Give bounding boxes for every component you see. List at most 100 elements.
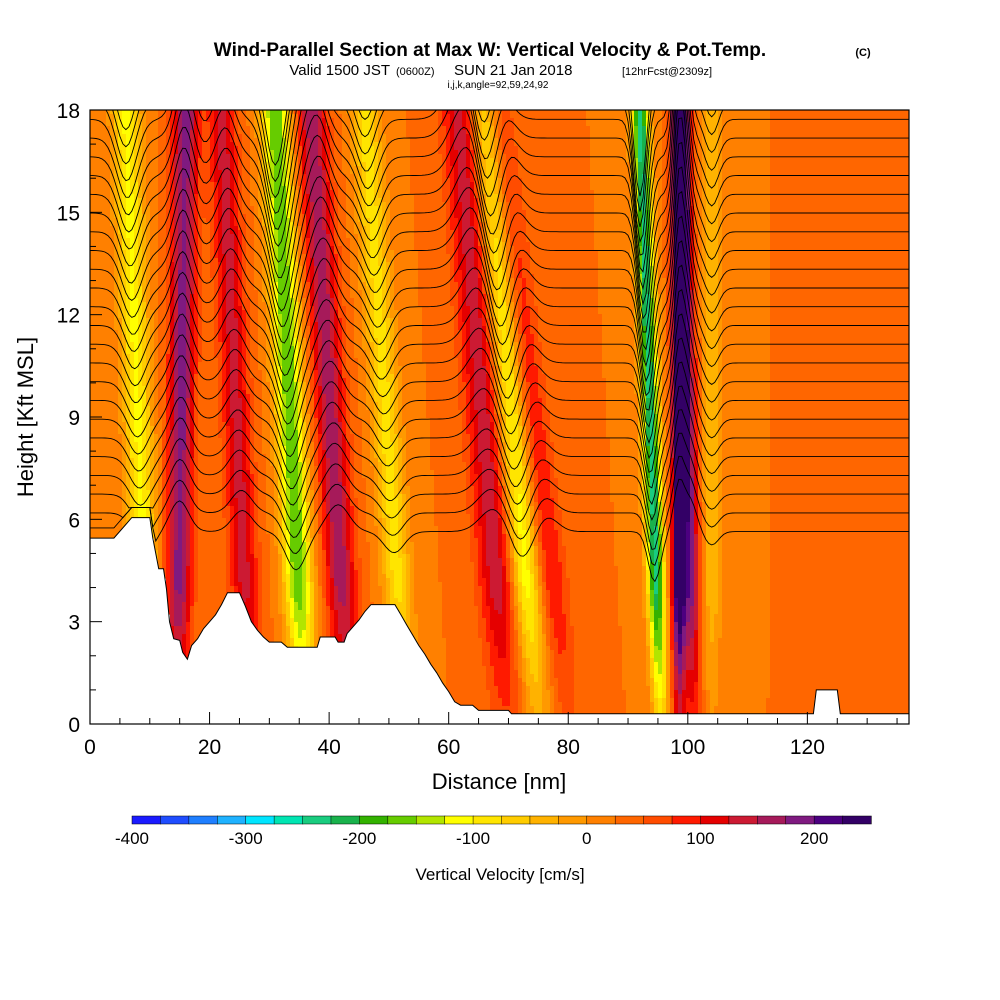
velocity-cell	[94, 486, 99, 491]
velocity-cell	[126, 478, 131, 483]
velocity-cell	[98, 390, 103, 395]
velocity-cell	[94, 414, 99, 419]
velocity-cell	[110, 198, 115, 203]
velocity-cell	[122, 490, 127, 495]
velocity-cell	[90, 274, 95, 279]
velocity-cell	[102, 290, 107, 295]
velocity-cell	[94, 238, 99, 243]
velocity-cell	[106, 450, 111, 455]
velocity-cell	[90, 494, 95, 499]
velocity-cell	[94, 294, 99, 299]
velocity-cell	[90, 530, 95, 535]
velocity-cell	[94, 482, 99, 487]
velocity-cell	[130, 286, 135, 291]
velocity-cell	[90, 114, 95, 119]
velocity-cell	[110, 298, 115, 303]
velocity-cell	[102, 302, 107, 307]
velocity-cell	[90, 446, 95, 451]
velocity-cell	[110, 478, 115, 483]
velocity-cell	[134, 166, 139, 171]
velocity-cell	[114, 358, 119, 363]
velocity-cell	[126, 498, 131, 503]
velocity-cell	[106, 402, 111, 407]
velocity-cell	[102, 402, 107, 407]
velocity-cell	[110, 530, 115, 535]
velocity-cell	[102, 130, 107, 135]
velocity-cell	[122, 230, 127, 235]
velocity-cell	[102, 478, 107, 483]
velocity-cell	[106, 318, 111, 323]
velocity-cell	[90, 162, 95, 167]
velocity-cell	[94, 186, 99, 191]
velocity-cell	[134, 462, 139, 467]
velocity-cell	[126, 254, 131, 259]
velocity-cell	[102, 254, 107, 259]
velocity-cell	[126, 198, 131, 203]
velocity-cell	[98, 498, 103, 503]
velocity-cell	[106, 462, 111, 467]
velocity-cell	[94, 370, 99, 375]
velocity-cell	[90, 370, 95, 375]
velocity-cell	[90, 394, 95, 399]
velocity-cell	[90, 466, 95, 471]
velocity-cell	[134, 410, 139, 415]
velocity-cell	[106, 442, 111, 447]
velocity-cell	[122, 294, 127, 299]
velocity-cell	[98, 290, 103, 295]
velocity-cell	[94, 418, 99, 423]
velocity-cell	[94, 446, 99, 451]
velocity-cell	[90, 486, 95, 491]
velocity-cell	[94, 298, 99, 303]
grid-indices: i,j,k,angle=92,59,24,92	[448, 80, 549, 91]
velocity-cell	[118, 142, 123, 147]
velocity-cell	[126, 398, 131, 403]
velocity-cell	[102, 262, 107, 267]
velocity-cell	[90, 402, 95, 407]
velocity-cell	[102, 134, 107, 139]
velocity-cell	[90, 146, 95, 151]
velocity-cell	[102, 498, 107, 503]
velocity-cell	[98, 330, 103, 335]
velocity-cell	[106, 206, 111, 211]
velocity-cell	[106, 414, 111, 419]
velocity-cell	[106, 294, 111, 299]
velocity-cell	[106, 274, 111, 279]
velocity-cell	[134, 422, 139, 427]
velocity-cell	[134, 350, 139, 355]
velocity-cell	[138, 214, 143, 219]
velocity-cell	[130, 354, 135, 359]
velocity-cell	[94, 242, 99, 247]
velocity-cell	[122, 186, 127, 191]
velocity-cell	[98, 514, 103, 519]
velocity-cell	[130, 338, 135, 343]
velocity-cell	[94, 442, 99, 447]
velocity-cell	[110, 466, 115, 471]
velocity-cell	[138, 350, 143, 355]
velocity-cell	[122, 502, 127, 507]
velocity-cell	[98, 418, 103, 423]
velocity-cell	[106, 258, 111, 263]
velocity-cell	[94, 158, 99, 163]
velocity-cell	[110, 490, 115, 495]
velocity-cell	[98, 270, 103, 275]
velocity-cell	[106, 366, 111, 371]
velocity-cell	[90, 302, 95, 307]
velocity-cell	[90, 266, 95, 271]
velocity-cell	[122, 358, 127, 363]
velocity-cell	[106, 446, 111, 451]
velocity-cell	[98, 166, 103, 171]
velocity-cell	[110, 322, 115, 327]
velocity-cell	[98, 354, 103, 359]
velocity-cell	[110, 354, 115, 359]
velocity-cell	[126, 170, 131, 175]
velocity-cell	[98, 218, 103, 223]
velocity-cell	[106, 298, 111, 303]
velocity-cell	[90, 518, 95, 523]
velocity-cell	[98, 386, 103, 391]
velocity-cell	[126, 266, 131, 271]
velocity-cell	[110, 214, 115, 219]
velocity-cell	[114, 414, 119, 419]
velocity-cell	[118, 366, 123, 371]
velocity-cell	[94, 274, 99, 279]
velocity-cell	[106, 466, 111, 471]
